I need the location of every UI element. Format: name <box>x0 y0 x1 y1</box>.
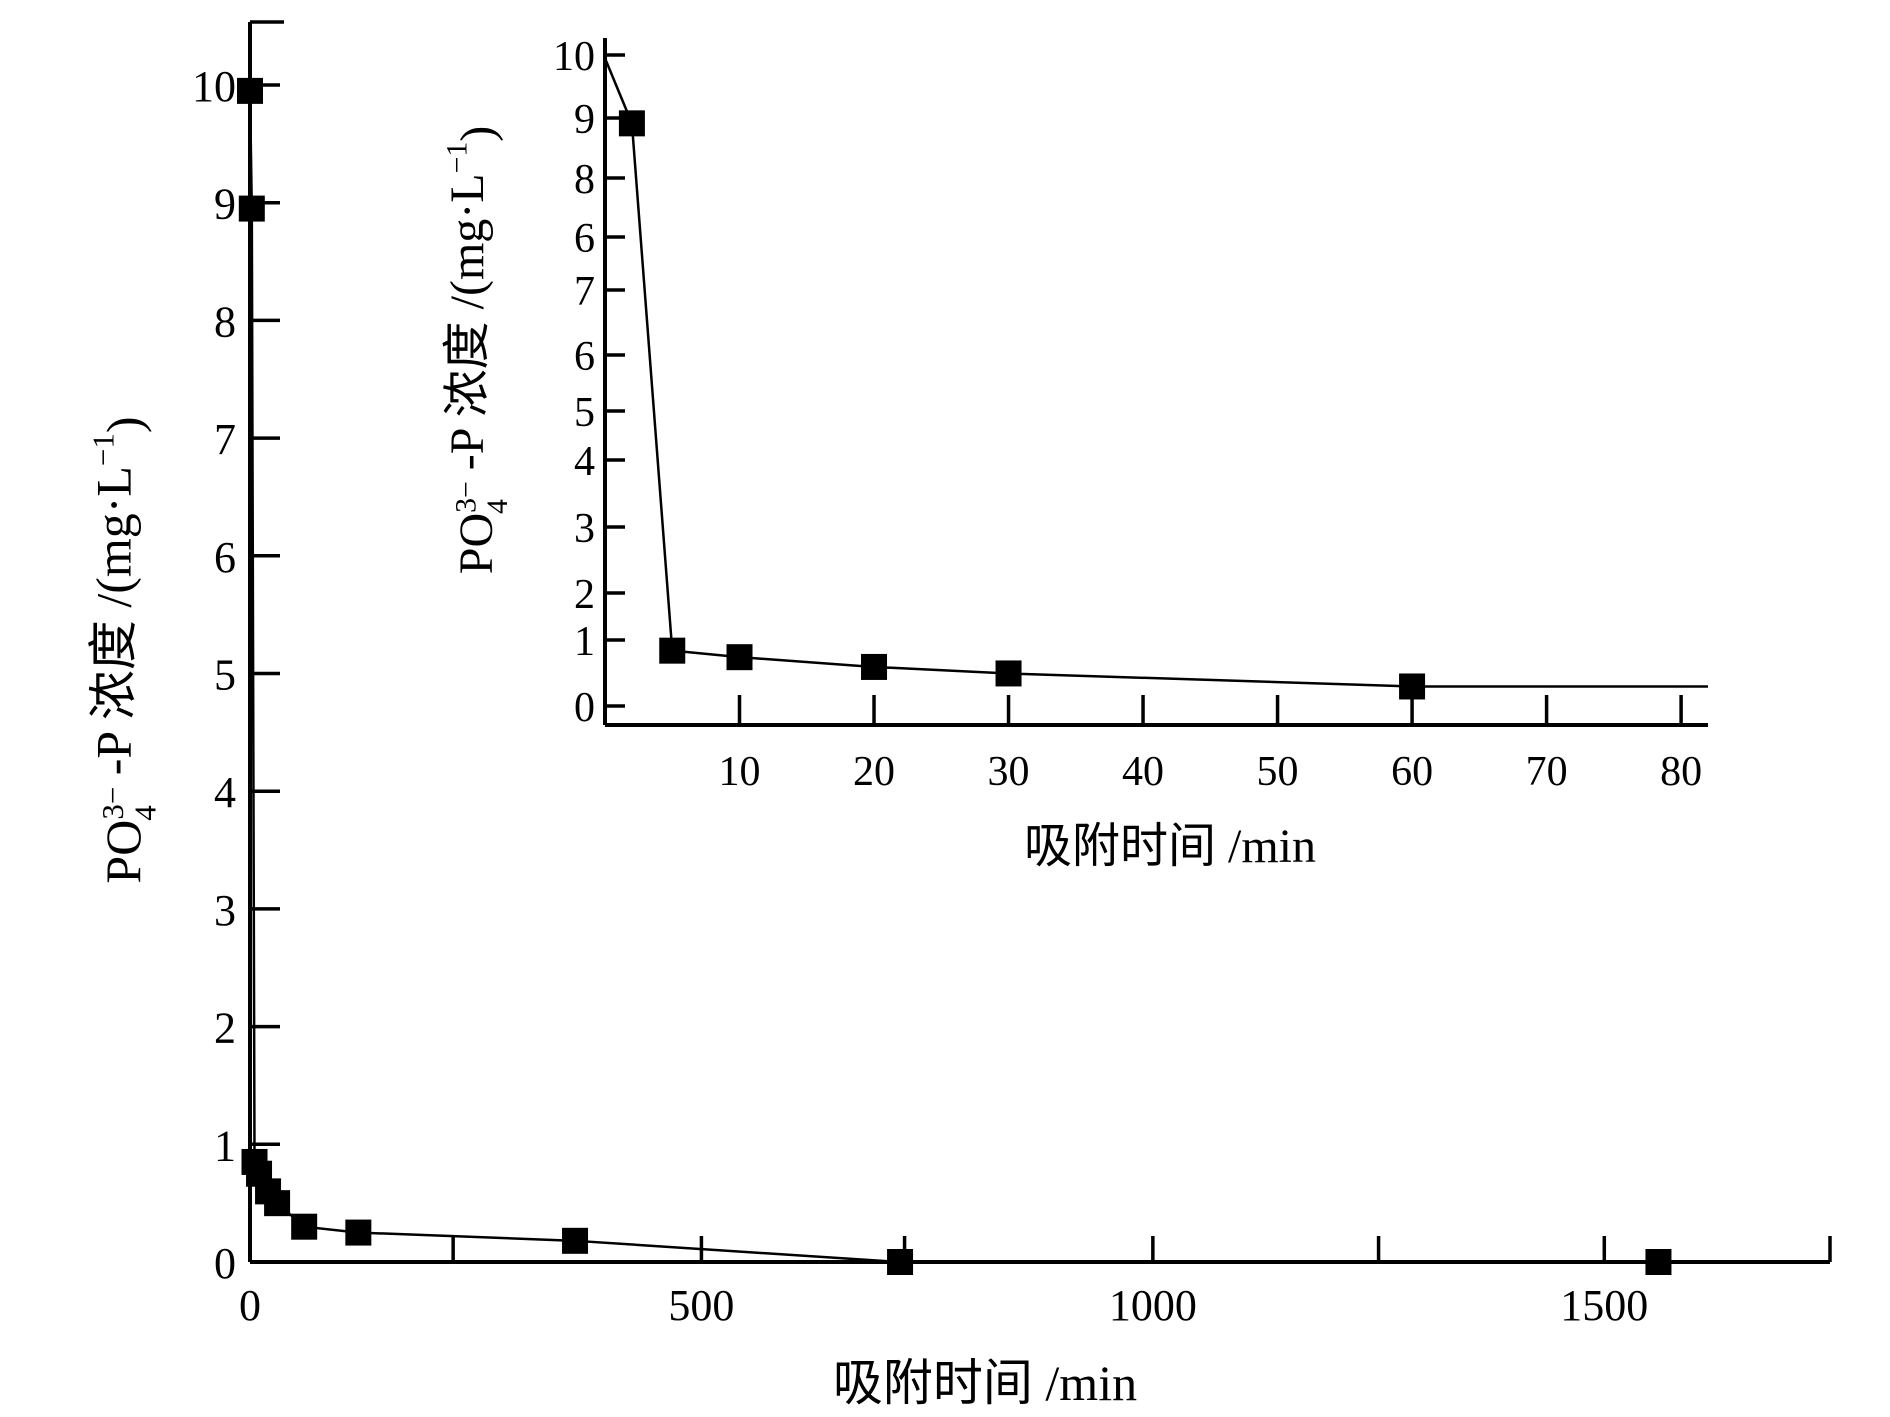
data-point <box>887 1249 914 1275</box>
data-point <box>238 195 265 222</box>
inset-y-tick-label: 4 <box>574 439 595 485</box>
y-axis-title: PO3−4-P 浓度 /(mg·L−1) <box>85 416 162 883</box>
data-point <box>1645 1249 1672 1275</box>
y-tick-label: 8 <box>214 297 236 346</box>
inset-x-tick-label: 50 <box>1257 749 1299 795</box>
y-tick-label: 10 <box>192 62 236 111</box>
inset-data-point <box>861 653 888 680</box>
inset-x-tick-label: 30 <box>988 749 1030 795</box>
inset-data-point <box>995 660 1022 687</box>
inset-data-point <box>618 110 645 137</box>
inset-data-point <box>726 644 753 671</box>
inset-y-tick-label: 5 <box>574 390 595 436</box>
y-tick-label: 3 <box>214 886 236 935</box>
inset-y-tick-label: 1 <box>574 619 595 665</box>
y-tick-label: 2 <box>214 1004 236 1053</box>
inset-y-tick-label: 3 <box>574 506 595 552</box>
inset-x-tick-label: 10 <box>719 749 761 795</box>
y-tick-label: 6 <box>214 533 236 582</box>
inset-data-point <box>659 637 686 664</box>
inset-x-tick-label: 40 <box>1122 749 1164 795</box>
x-axis-title: 吸附时间 /min <box>833 1355 1137 1411</box>
inset-y-tick-label: 7 <box>574 269 595 315</box>
inset-x-tick-label: 80 <box>1660 749 1702 795</box>
y-tick-label: 5 <box>214 651 236 700</box>
inset-y-tick-label: 6 <box>574 334 595 380</box>
x-tick-label: 0 <box>239 1281 261 1330</box>
y-axis-title: PO3−4-P 浓度 /(mg·L−1) <box>441 126 514 574</box>
inset-x-tick-label: 60 <box>1391 749 1433 795</box>
x-tick-label: 500 <box>668 1281 734 1330</box>
y-tick-label: 4 <box>214 768 236 817</box>
inset-data-point <box>1399 673 1426 700</box>
data-point <box>562 1227 589 1254</box>
y-tick-label: 7 <box>214 415 236 464</box>
y-tick-label: 1 <box>214 1121 236 1170</box>
inset-plot: 0 12 3 45 6 7 6 8 9 10 10 20 30 40 50 60 70 80 吸附时间 /min PO… <box>441 34 1708 873</box>
data-point <box>237 77 263 104</box>
inset-y-tick-label: 9 <box>574 97 595 143</box>
y-tick-label: 0 <box>214 1239 236 1288</box>
x-tick-label: 1500 <box>1560 1281 1648 1330</box>
x-tick-label: 1000 <box>1109 1281 1197 1330</box>
y-tick-label: 9 <box>214 180 236 229</box>
data-point <box>291 1213 318 1240</box>
data-point <box>264 1190 291 1217</box>
inset-x-tick-label: 70 <box>1526 749 1568 795</box>
inset-series-line <box>603 57 1708 688</box>
inset-y-tick-label: 10 <box>553 34 595 80</box>
inset-y-tick-label: 2 <box>574 572 595 618</box>
inset-y-tick-label: 8 <box>574 157 595 203</box>
inset-x-axis-title: 吸附时间 /min <box>1024 820 1316 873</box>
inset-x-tick-label: 20 <box>853 749 895 795</box>
inset-y-tick-label: 6 <box>574 216 595 262</box>
data-point <box>345 1219 372 1246</box>
inset-y-tick-label: 0 <box>574 685 595 731</box>
